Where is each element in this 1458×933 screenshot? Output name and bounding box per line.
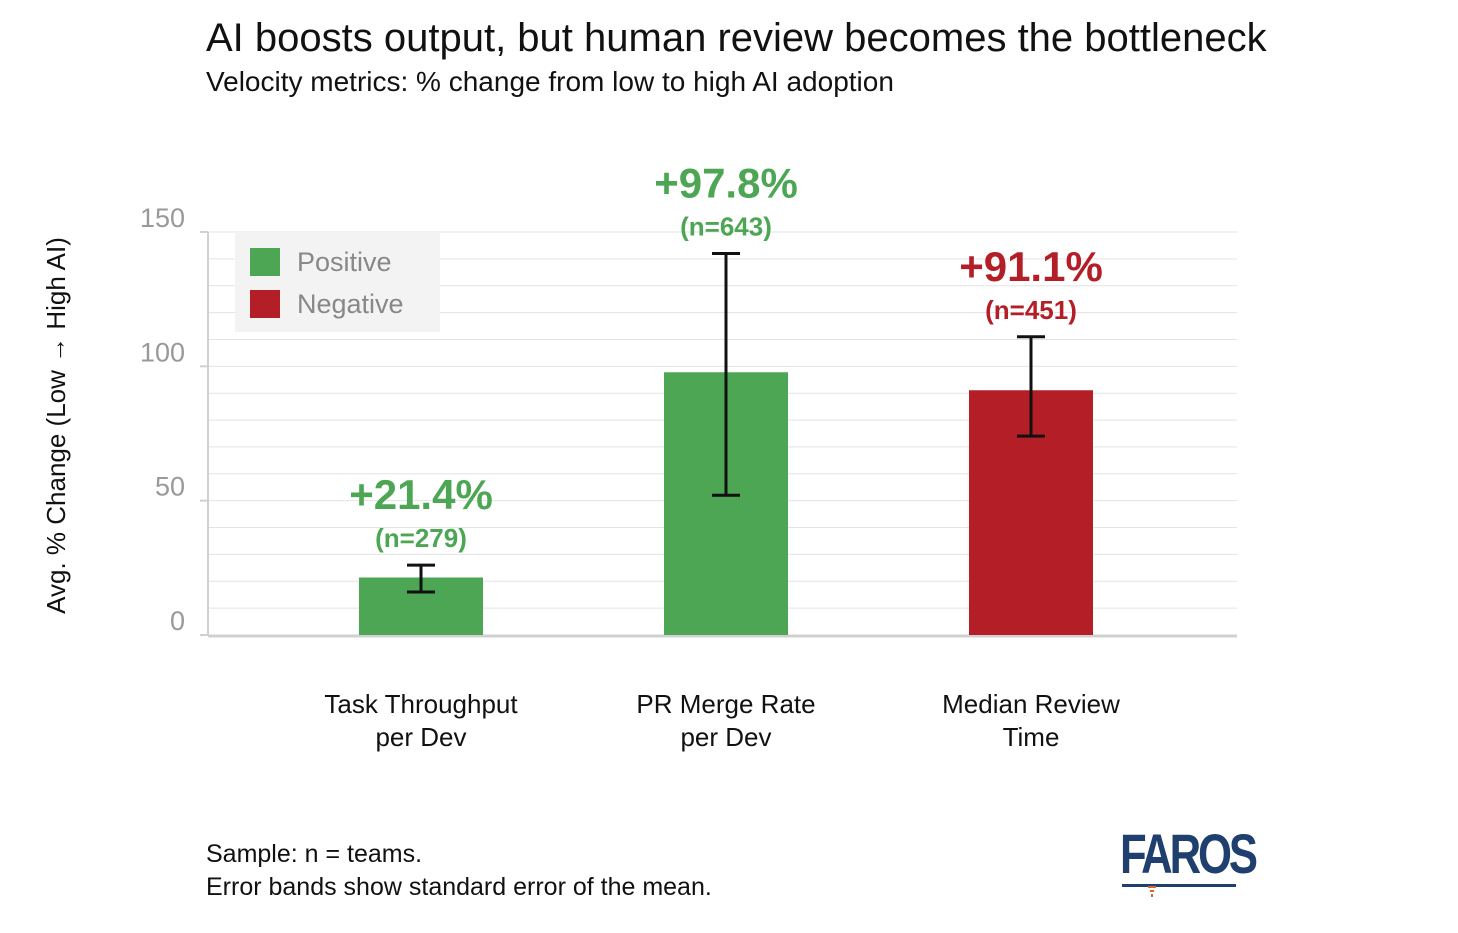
footnote-error: Error bands show standard error of the m… [206, 873, 712, 901]
error-bars [407, 251, 1045, 594]
y-tick-label: 100 [140, 337, 185, 367]
category-label-2: per Dev [680, 722, 771, 752]
footnote-sample: Sample: n = teams. [206, 840, 423, 868]
y-tick-label: 50 [155, 472, 185, 502]
legend-label-positive: Positive [297, 247, 392, 277]
legend-swatch-negative [250, 290, 280, 318]
y-tick-label: 0 [170, 606, 185, 636]
y-tick-label: 150 [140, 203, 185, 233]
lighthouse-icon [1148, 886, 1156, 897]
value-label-3: +91.1% [959, 243, 1103, 290]
error-bar-2 [712, 251, 740, 497]
value-label-1: +21.4% [349, 471, 493, 518]
logo-underline [1122, 884, 1236, 887]
chart-subtitle: Velocity metrics: % change from low to h… [206, 66, 894, 97]
footnote: Sample: n = teams. Error bands show stan… [206, 838, 712, 904]
category-label-3: Median Review [942, 689, 1120, 719]
legend-swatch-positive [250, 248, 280, 276]
n-label-3: (n=451) [985, 295, 1077, 325]
bar-chart: 0 50 100 150 Avg. % Change (Low → High AI) +… [41, 159, 1237, 752]
category-label-3: Time [1003, 722, 1060, 752]
category-label-2: PR Merge Rate [636, 689, 815, 719]
n-label-1: (n=279) [375, 523, 467, 553]
logo-text: FAROS [1120, 822, 1258, 885]
value-label-2: +97.8% [654, 159, 798, 206]
category-label-1: per Dev [375, 722, 466, 752]
error-bar-1 [407, 563, 435, 594]
category-label-1: Task Throughput [324, 689, 518, 719]
y-axis-title: Avg. % Change (Low → High AI) [41, 237, 71, 614]
faros-logo: FAROS [1120, 822, 1258, 906]
legend: Positive Negative [235, 232, 440, 332]
n-label-2: (n=643) [680, 211, 772, 241]
error-bar-3 [1017, 335, 1045, 438]
axes: 0 50 100 150 Avg. % Change (Low → High AI) [41, 203, 1237, 638]
legend-label-negative: Negative [297, 289, 404, 319]
chart-title: AI boosts output, but human review becom… [206, 16, 1267, 60]
